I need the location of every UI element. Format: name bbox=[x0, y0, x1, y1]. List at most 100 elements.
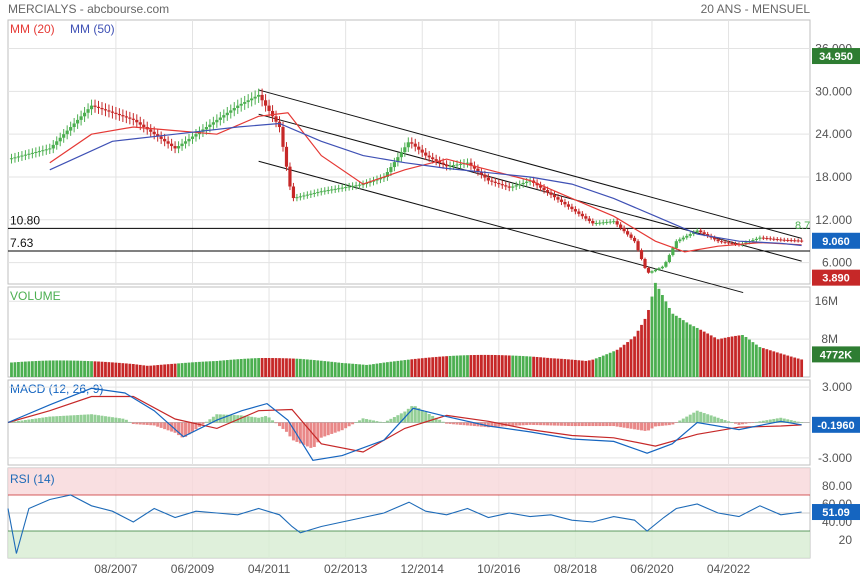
candle-body bbox=[76, 119, 80, 124]
candle-body bbox=[678, 239, 682, 242]
candle-body bbox=[615, 221, 619, 225]
candle-body bbox=[695, 230, 699, 233]
macd-histogram-bar bbox=[121, 418, 125, 423]
candle-body bbox=[295, 197, 299, 199]
level-label: 7.63 bbox=[10, 236, 34, 250]
candle-body bbox=[48, 148, 52, 150]
macd-histogram-bar bbox=[371, 420, 375, 423]
macd-histogram-bar bbox=[389, 418, 393, 423]
macd-histogram-bar bbox=[208, 419, 212, 423]
macd-histogram-bar bbox=[184, 422, 188, 437]
macd-histogram-bar bbox=[55, 416, 59, 423]
macd-histogram-bar bbox=[465, 422, 469, 426]
candle-body bbox=[9, 158, 14, 160]
macd-histogram-bar bbox=[83, 414, 87, 423]
volume-bar bbox=[312, 360, 316, 377]
macd-histogram-bar bbox=[640, 422, 644, 431]
macd-histogram-bar bbox=[170, 422, 174, 432]
volume-bar bbox=[727, 337, 730, 377]
candle-body bbox=[758, 237, 762, 239]
candle-body bbox=[337, 188, 341, 190]
rsi-badge-box bbox=[812, 504, 860, 521]
volume-bar bbox=[410, 359, 414, 377]
volume-bar bbox=[48, 360, 52, 377]
volume-bar bbox=[455, 355, 459, 377]
price-legend-entry: MM (20) bbox=[10, 22, 55, 36]
macd-histogram-bar bbox=[452, 422, 456, 425]
price-y-tick: 12.000 bbox=[815, 213, 852, 227]
macd-histogram-bar bbox=[486, 422, 490, 428]
candle-body bbox=[549, 192, 553, 195]
candle-body bbox=[389, 167, 393, 173]
macd-histogram-bar bbox=[438, 419, 442, 423]
macd-histogram-bar bbox=[340, 422, 344, 431]
volume-bar bbox=[734, 335, 737, 377]
candle-body bbox=[469, 162, 473, 166]
volume-bar bbox=[800, 359, 804, 377]
candle-body bbox=[135, 119, 139, 123]
macd-histogram-bar bbox=[406, 408, 410, 423]
macd-histogram-bar bbox=[671, 422, 675, 425]
candle-body bbox=[41, 150, 45, 152]
candle-body bbox=[458, 163, 463, 165]
macd-histogram-bar bbox=[692, 412, 696, 423]
macd-histogram-bar bbox=[337, 422, 341, 432]
candle-body bbox=[204, 127, 209, 130]
macd-histogram-bar bbox=[65, 415, 69, 423]
macd-histogram-bar bbox=[253, 417, 257, 423]
macd-histogram-bar bbox=[535, 422, 539, 426]
macd-badge-box bbox=[812, 416, 860, 433]
volume-bar bbox=[292, 358, 295, 377]
volume-bar bbox=[90, 361, 93, 377]
volume-bar bbox=[392, 361, 396, 377]
macd-histogram-bar bbox=[549, 422, 553, 426]
macd-histogram-bar bbox=[761, 420, 765, 423]
price-y-tick: 18.000 bbox=[815, 170, 852, 184]
volume-bar bbox=[674, 315, 678, 377]
candle-body bbox=[16, 156, 21, 158]
candle-body bbox=[754, 238, 758, 240]
volume-bar bbox=[58, 360, 62, 377]
chart-period-label: 20 ANS - MENSUEL bbox=[700, 2, 810, 16]
candle-body bbox=[218, 117, 222, 120]
macd-histogram-bar bbox=[392, 417, 396, 423]
candle-body bbox=[619, 224, 623, 228]
macd-histogram-bar bbox=[542, 422, 546, 426]
candle-body bbox=[629, 234, 633, 238]
candle-body bbox=[406, 142, 410, 148]
candle-body bbox=[476, 168, 480, 172]
macd-histogram-bar bbox=[546, 422, 550, 426]
volume-bar bbox=[330, 361, 334, 377]
candle-body bbox=[281, 127, 285, 147]
macd-histogram-bar bbox=[201, 422, 205, 425]
macd-histogram-bar bbox=[13, 421, 17, 423]
volume-bar bbox=[560, 358, 563, 377]
macd-histogram-bar bbox=[236, 415, 240, 423]
volume-bar bbox=[117, 362, 121, 377]
volume-bar bbox=[615, 349, 619, 377]
candle-body bbox=[622, 227, 626, 232]
macd-histogram-bar bbox=[653, 422, 657, 427]
macd-histogram-bar bbox=[633, 422, 637, 430]
volume-bar bbox=[229, 359, 233, 377]
volume-bar bbox=[166, 364, 170, 377]
macd-histogram-bar bbox=[131, 422, 135, 425]
volume-bar bbox=[580, 360, 584, 377]
volume-bar bbox=[72, 360, 76, 377]
macd-histogram-bar bbox=[577, 422, 581, 427]
candle-body bbox=[646, 267, 651, 273]
macd-histogram-bar bbox=[382, 422, 386, 423]
volume-bar bbox=[546, 357, 549, 377]
candle-body bbox=[173, 146, 177, 149]
candle-body bbox=[545, 190, 550, 193]
volume-bar bbox=[194, 362, 198, 377]
macd-histogram-bar bbox=[556, 422, 560, 426]
macd-histogram-bar bbox=[420, 410, 424, 423]
candle-body bbox=[552, 194, 557, 198]
candle-body bbox=[521, 182, 525, 185]
volume-bar bbox=[664, 301, 668, 377]
macd-histogram-bar bbox=[775, 418, 779, 423]
volume-bar bbox=[37, 360, 41, 377]
volume-bar bbox=[413, 358, 417, 377]
volume-bar bbox=[716, 339, 720, 377]
